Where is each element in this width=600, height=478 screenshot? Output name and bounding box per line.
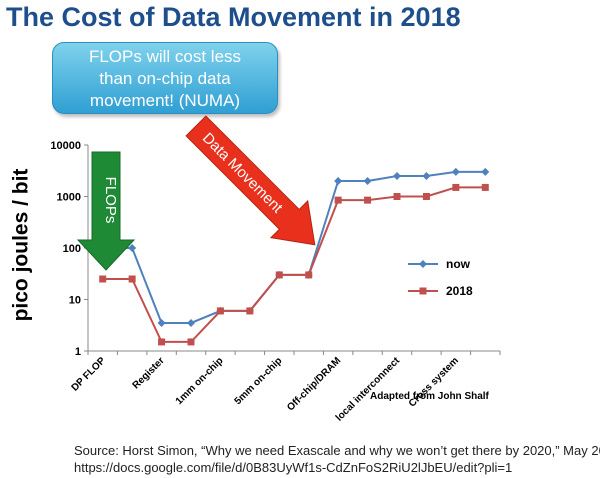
numa-callout: FLOPs will cost less than on-chip data m… xyxy=(52,42,278,114)
data-point-2018 xyxy=(481,183,489,191)
cost-chart: 1 10 100 1000 10000 DP FLOP Register 1mm on-chi… xyxy=(50,115,501,424)
x-tick-label: 1mm on-chip xyxy=(174,355,226,407)
x-tick-label: DP FLOP xyxy=(70,355,109,394)
x-tick-label: local interconnect xyxy=(334,355,403,424)
data-point-now xyxy=(334,176,343,185)
data-point-now xyxy=(363,176,372,185)
attribution-text: Adapted from John Shalf xyxy=(370,391,490,402)
y-tick-label: 100 xyxy=(63,243,81,255)
data-point-2018 xyxy=(334,196,342,204)
x-tick-label: Register xyxy=(131,355,167,391)
data-movement-arrow-label: Data Movement xyxy=(199,130,286,217)
data-point-2018 xyxy=(364,196,372,204)
data-point-2018 xyxy=(422,193,430,200)
flops-arrow-label: FLOPs xyxy=(102,177,119,224)
data-movement-arrow xyxy=(185,115,316,246)
source-url: https://docs.google.com/file/d/0B83UyWf1… xyxy=(74,460,513,475)
data-point-now xyxy=(187,318,195,327)
data-point-2018 xyxy=(158,338,166,346)
source-line: Source: Horst Simon, “Why we need Exasca… xyxy=(74,443,600,458)
source-citation: Source: Horst Simon, “Why we need Exasca… xyxy=(74,442,600,476)
flops-arrow xyxy=(76,151,136,271)
legend-label-2018: 2018 xyxy=(446,284,473,298)
data-point-2018 xyxy=(452,183,460,191)
callout-line: FLOPs will cost less xyxy=(88,47,242,66)
x-tick-label: 5mm on-chip xyxy=(233,355,285,407)
page-title: The Cost of Data Movement in 2018 xyxy=(6,2,461,32)
data-point-now xyxy=(422,172,431,181)
y-tick-label: 1 xyxy=(75,346,81,358)
data-point-now xyxy=(157,318,166,327)
data-point-2018 xyxy=(187,338,195,346)
y-tick-label: 1000 xyxy=(57,192,81,204)
data-point-2018 xyxy=(275,271,283,279)
legend-label-now: now xyxy=(446,257,471,271)
data-point-2018 xyxy=(216,307,224,315)
data-point-now xyxy=(393,172,401,181)
data-point-now xyxy=(128,244,137,252)
x-tick-label: Off-chip/DRAM xyxy=(285,355,343,413)
legend-marker-now xyxy=(419,260,427,268)
y-tick-label: 10 xyxy=(69,295,81,307)
callout-line: than on-chip data xyxy=(99,69,231,88)
data-point-2018 xyxy=(393,193,401,200)
data-point-2018 xyxy=(99,275,107,283)
callout-line: movement! (NUMA) xyxy=(89,91,241,110)
data-point-now xyxy=(481,167,490,176)
legend-marker-2018 xyxy=(419,287,427,295)
y-tick-label: 10000 xyxy=(50,140,81,152)
series-line-2018 xyxy=(102,186,486,343)
data-point-2018 xyxy=(305,271,313,279)
data-point-2018 xyxy=(128,275,136,283)
data-point-now xyxy=(451,167,460,176)
data-point-2018 xyxy=(246,307,254,315)
